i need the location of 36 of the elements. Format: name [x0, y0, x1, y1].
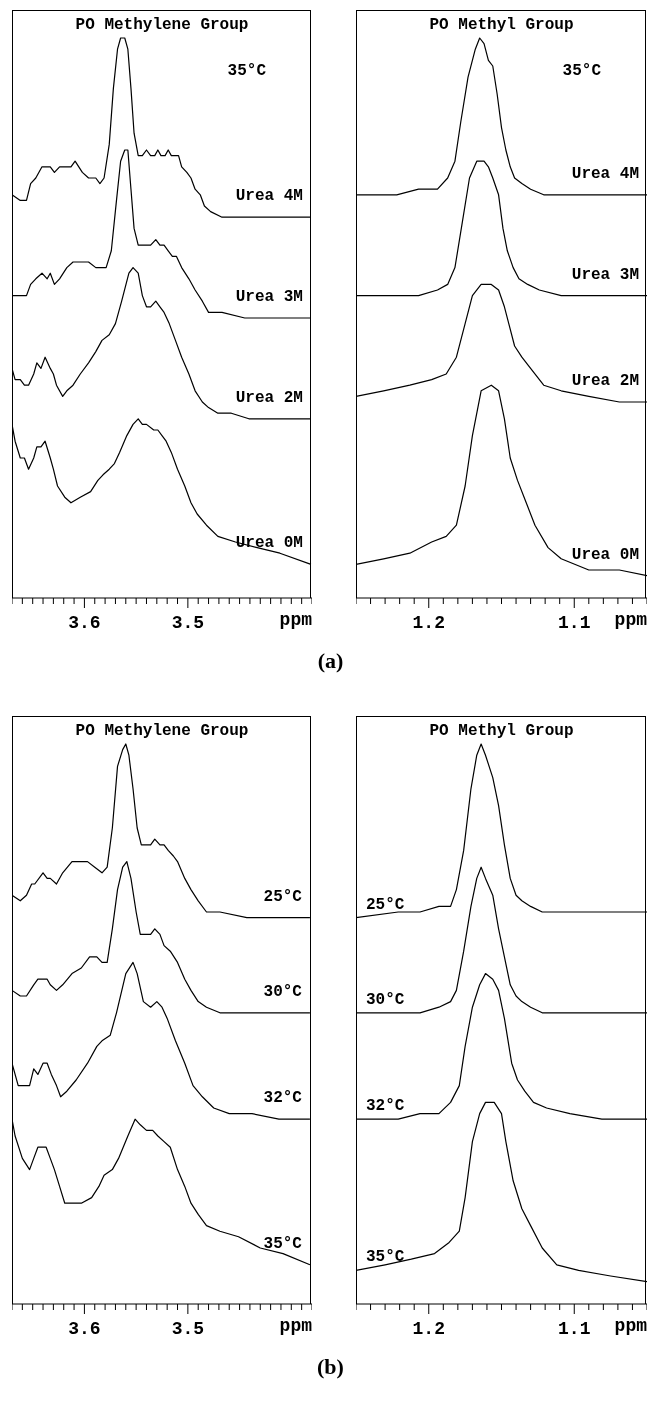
series-label: 32°C — [263, 1089, 302, 1108]
series-label: Urea 2M — [571, 372, 639, 390]
text: (b) — [316, 1354, 345, 1380]
series-label: Urea 0M — [571, 545, 639, 564]
series-label: Urea 2M — [235, 388, 303, 407]
chart-title: PO Methyl Group — [428, 16, 575, 34]
x-tick-label: 1.1 — [558, 1319, 591, 1339]
series-label: Urea 4M — [235, 187, 303, 206]
series-label: 30°C — [263, 982, 302, 1001]
chart-title: PO Methyl Group — [428, 722, 575, 740]
x-axis-title: ppm — [614, 610, 647, 630]
series-label: Urea 3M — [571, 265, 639, 284]
series-label: Urea 0M — [235, 534, 303, 553]
x-tick-label: 3.5 — [171, 1319, 205, 1339]
text: (a) — [316, 648, 345, 674]
series-label: 35°C — [366, 1248, 405, 1267]
annotation: 35°C — [562, 62, 601, 80]
series-label: 35°C — [263, 1234, 302, 1253]
x-axis-title: ppm — [279, 610, 312, 630]
x-tick-label: 3.6 — [68, 1319, 101, 1339]
x-tick-label: 1.1 — [558, 613, 591, 633]
series-label: 32°C — [366, 1097, 405, 1116]
x-tick-label: 1.2 — [412, 613, 445, 633]
chart-title: PO Methylene Group — [74, 722, 250, 740]
series-label: Urea 4M — [571, 164, 639, 183]
series-label: 25°C — [366, 895, 405, 914]
x-tick-label: 3.5 — [171, 613, 205, 633]
x-tick-label: 3.6 — [68, 613, 101, 633]
x-axis-title: ppm — [279, 1316, 312, 1336]
series-label: Urea 3M — [235, 288, 303, 306]
series-label: 30°C — [366, 990, 405, 1009]
chart-title: PO Methylene Group — [74, 16, 250, 34]
annotation: 35°C — [227, 62, 266, 80]
x-tick-label: 1.2 — [412, 1319, 445, 1339]
series-label: 25°C — [263, 887, 302, 906]
x-axis-title: ppm — [614, 1316, 647, 1336]
